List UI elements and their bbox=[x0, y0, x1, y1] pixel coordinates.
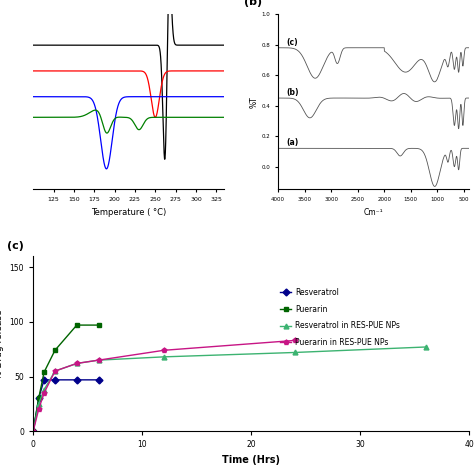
Line: Puerarin in RES-PUE NPs: Puerarin in RES-PUE NPs bbox=[31, 338, 297, 434]
Puerarin in RES-PUE NPs bbox=[161, 347, 167, 353]
X-axis label: Time (Hrs): Time (Hrs) bbox=[222, 455, 280, 465]
Resveratrol bbox=[30, 428, 36, 434]
Puerarin bbox=[96, 322, 101, 328]
Resveratrol in RES-PUE NPs bbox=[96, 357, 101, 363]
Resveratrol bbox=[36, 396, 42, 401]
Puerarin bbox=[36, 396, 42, 401]
Line: Resveratrol in RES-PUE NPs: Resveratrol in RES-PUE NPs bbox=[31, 345, 428, 434]
X-axis label: Temperature ( °C): Temperature ( °C) bbox=[91, 208, 166, 217]
Text: (b): (b) bbox=[244, 0, 262, 8]
Puerarin bbox=[52, 347, 58, 353]
Resveratrol in RES-PUE NPs bbox=[292, 350, 298, 356]
Resveratrol bbox=[52, 377, 58, 383]
Resveratrol in RES-PUE NPs bbox=[30, 428, 36, 434]
Puerarin in RES-PUE NPs bbox=[41, 390, 47, 396]
Resveratrol in RES-PUE NPs bbox=[161, 354, 167, 360]
Resveratrol bbox=[96, 377, 101, 383]
Puerarin bbox=[41, 369, 47, 375]
Puerarin bbox=[74, 322, 80, 328]
Y-axis label: % Drug release: % Drug release bbox=[0, 309, 4, 379]
Line: Puerarin: Puerarin bbox=[31, 323, 101, 434]
Resveratrol bbox=[41, 377, 47, 383]
Puerarin bbox=[30, 428, 36, 434]
X-axis label: Cm⁻¹: Cm⁻¹ bbox=[364, 208, 383, 217]
Puerarin in RES-PUE NPs bbox=[292, 337, 298, 343]
Text: (b): (b) bbox=[286, 88, 299, 97]
Puerarin in RES-PUE NPs bbox=[74, 361, 80, 366]
Resveratrol in RES-PUE NPs bbox=[52, 368, 58, 374]
Text: (c): (c) bbox=[7, 241, 24, 251]
Resveratrol in RES-PUE NPs bbox=[74, 361, 80, 366]
Resveratrol in RES-PUE NPs bbox=[423, 344, 428, 350]
Line: Resveratrol: Resveratrol bbox=[31, 377, 101, 434]
Puerarin in RES-PUE NPs bbox=[52, 368, 58, 374]
Puerarin in RES-PUE NPs bbox=[36, 407, 42, 412]
Puerarin in RES-PUE NPs bbox=[96, 357, 101, 363]
Puerarin in RES-PUE NPs bbox=[30, 428, 36, 434]
Text: (c): (c) bbox=[286, 38, 298, 47]
Y-axis label: %T: %T bbox=[250, 96, 259, 108]
Resveratrol bbox=[74, 377, 80, 383]
Legend: Resveratrol, Puerarin, Resveratrol in RES-PUE NPs, Puerarin in RES-PUE NPs: Resveratrol, Puerarin, Resveratrol in RE… bbox=[277, 285, 403, 350]
Resveratrol in RES-PUE NPs bbox=[36, 401, 42, 407]
Resveratrol in RES-PUE NPs bbox=[41, 387, 47, 392]
Text: (a): (a) bbox=[286, 138, 298, 147]
